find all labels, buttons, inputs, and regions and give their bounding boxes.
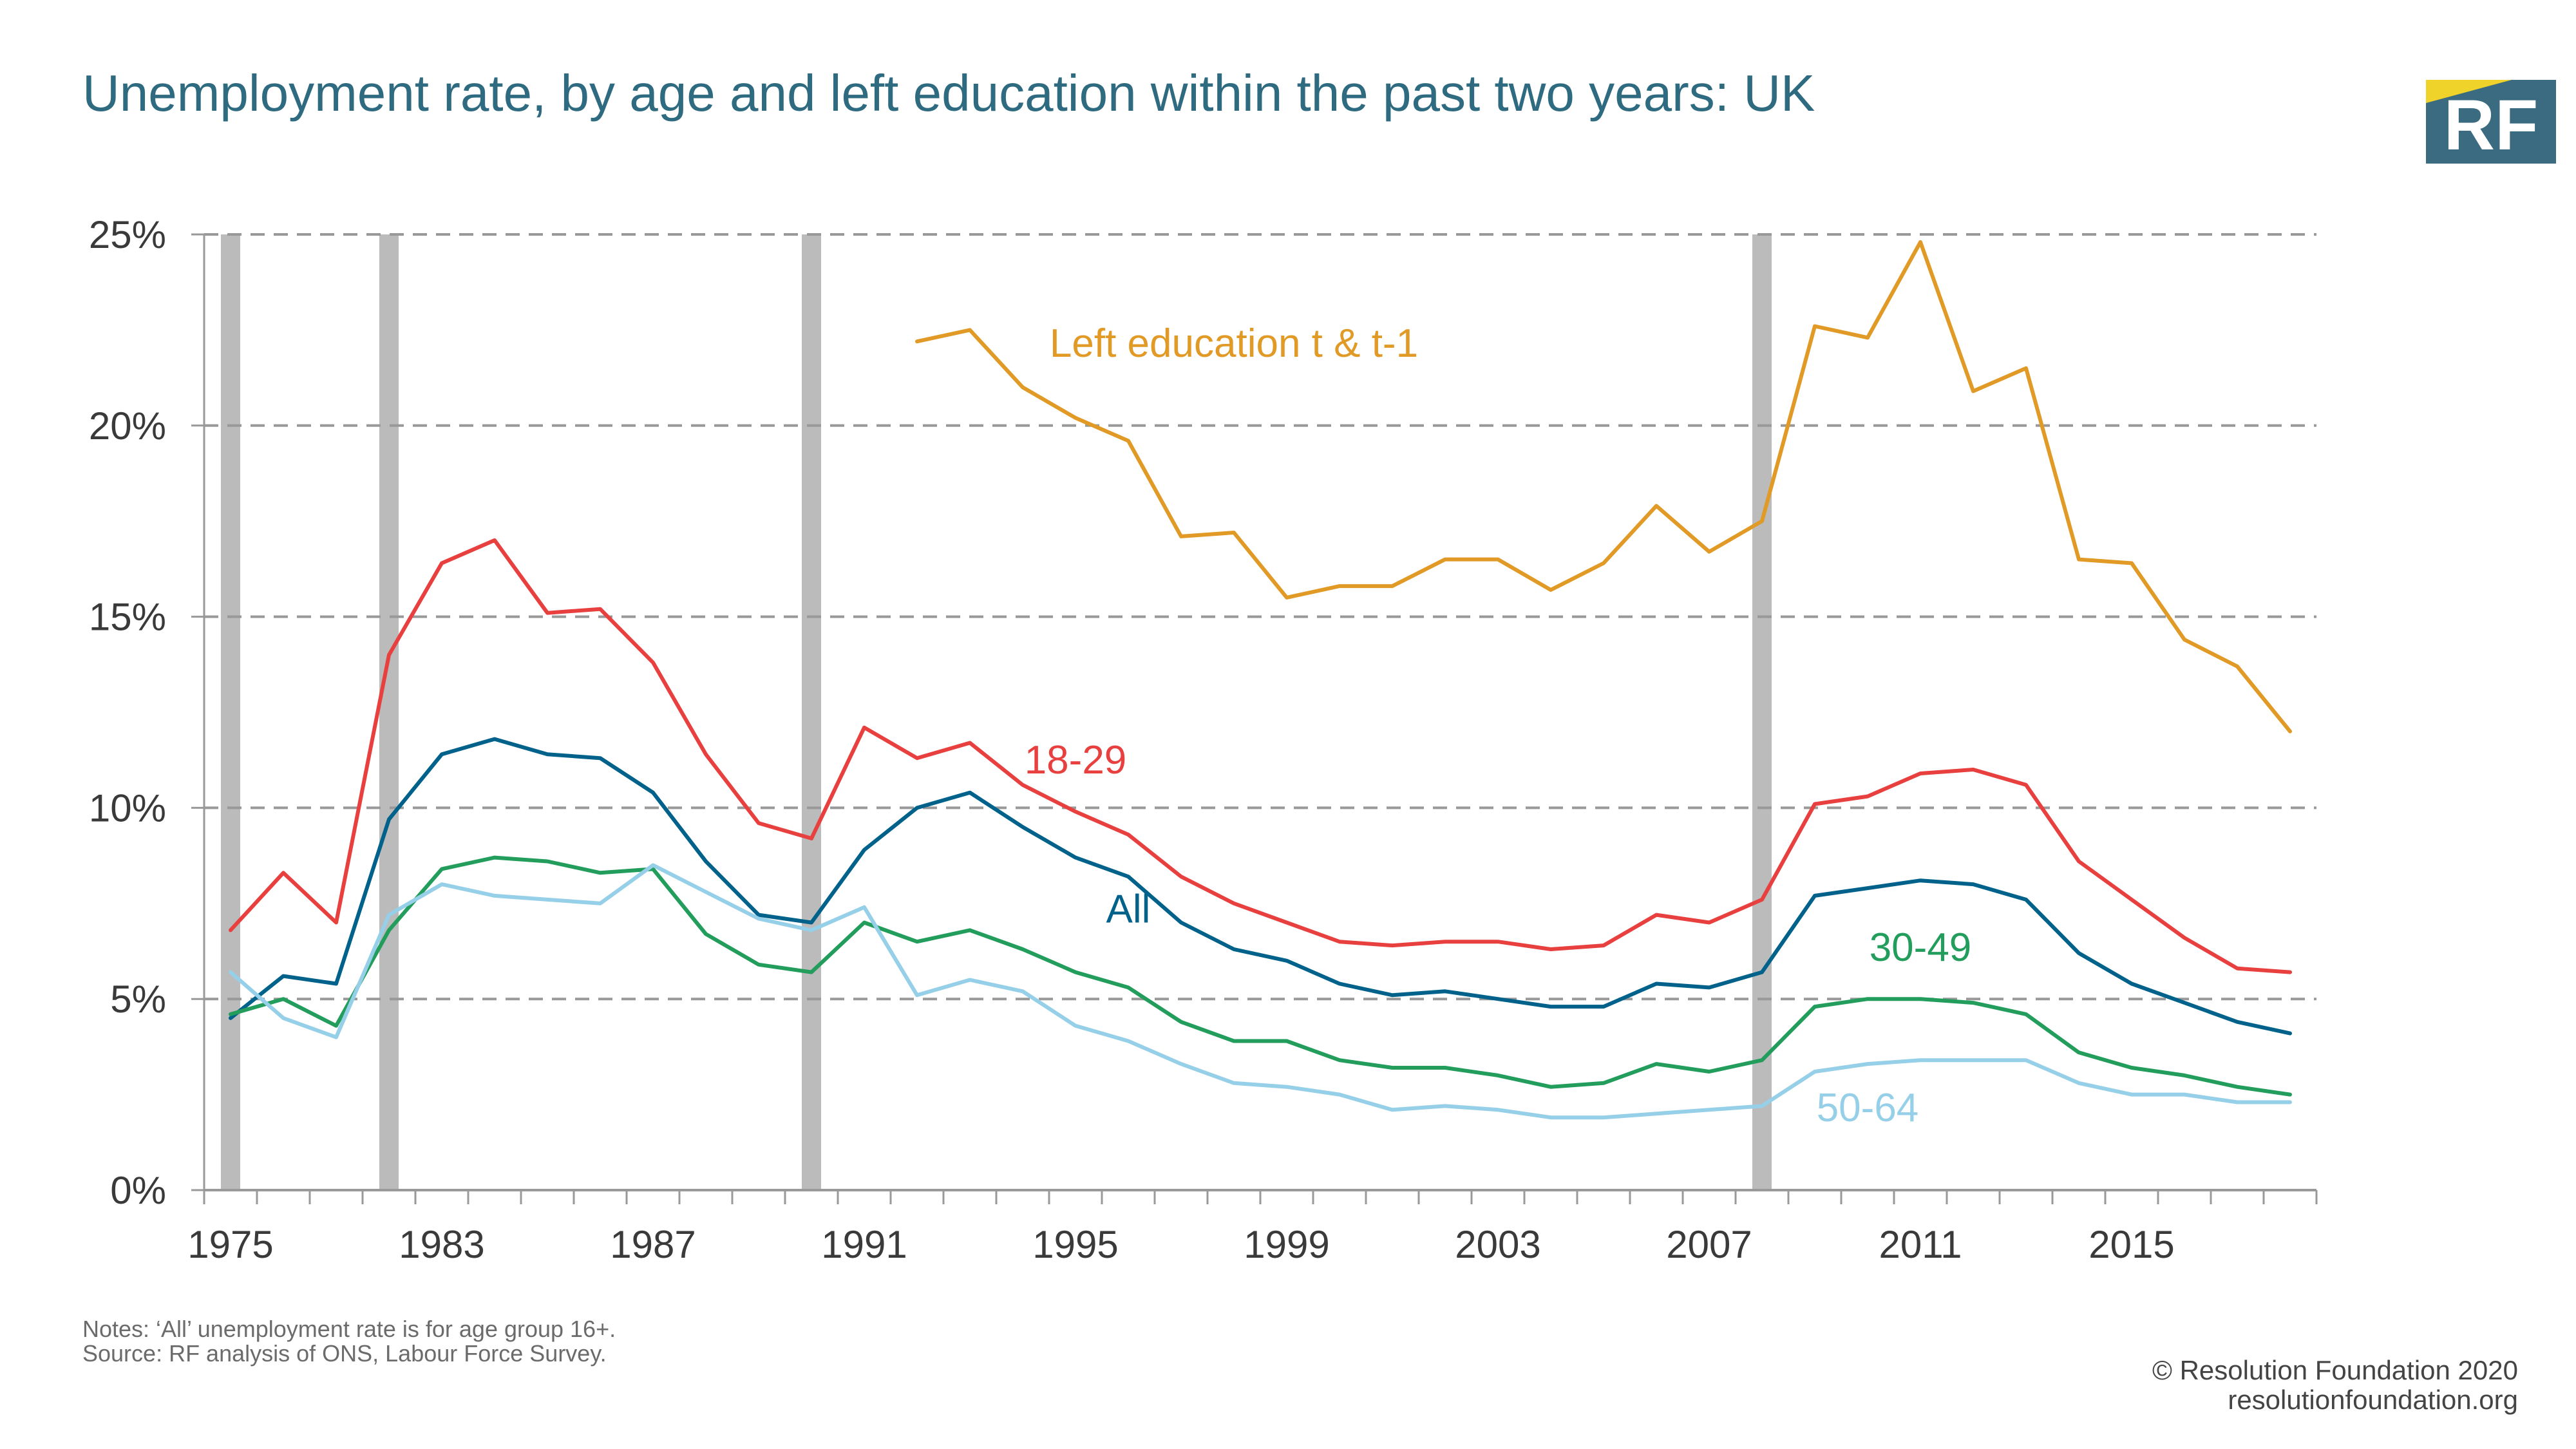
- x-tick-label: 1991: [821, 1223, 907, 1266]
- recession-bar: [802, 234, 821, 1190]
- series-lines: [229, 240, 2292, 1120]
- y-tick-label: 0%: [110, 1169, 166, 1212]
- website-link[interactable]: resolutionfoundation.org: [2228, 1385, 2518, 1415]
- y-tick-label: 20%: [89, 404, 166, 448]
- series-labels: Left education t & t-1 18-29 All 30-49 50-64: [1025, 321, 1972, 1130]
- series-line-50-64: [229, 863, 2292, 1120]
- x-tick-label: 1987: [610, 1223, 696, 1266]
- series-label-18-29: 18-29: [1025, 738, 1127, 782]
- series-label-50-64: 50-64: [1817, 1086, 1919, 1130]
- rf-logo-text: RF: [2444, 86, 2539, 165]
- x-tick-label: 2003: [1455, 1223, 1540, 1266]
- copyright-text: © Resolution Foundation 2020: [2152, 1355, 2518, 1385]
- source-text: Source: RF analysis of ONS, Labour Force…: [82, 1340, 607, 1367]
- x-tick-label: 1983: [399, 1223, 484, 1266]
- gridlines: [191, 233, 2316, 1191]
- notes-text: Notes: ‘All’ unemployment rate is for ag…: [82, 1316, 616, 1342]
- series-line-left-education-t-t-1: [915, 240, 2292, 734]
- series-label-left-education-t-t-1: Left education t & t-1: [1050, 321, 1418, 366]
- series-label-30-49: 30-49: [1870, 925, 1972, 970]
- series-line-30-49: [229, 855, 2292, 1097]
- x-tick-label: 2011: [1879, 1223, 1962, 1266]
- rf-logo: RF: [2426, 80, 2556, 165]
- x-tick-label: 1999: [1244, 1223, 1329, 1266]
- x-tick-label: 2007: [1666, 1223, 1752, 1266]
- y-tick-label: 10%: [89, 786, 166, 829]
- y-tick-label: 15%: [89, 596, 166, 639]
- recession-bar: [379, 234, 399, 1190]
- series-label-all: All: [1106, 887, 1151, 931]
- x-tick-label: 2015: [2088, 1223, 2174, 1266]
- recession-bars: [221, 234, 1772, 1190]
- y-tick-labels: 0% 5% 10% 15% 20% 25%: [89, 213, 166, 1212]
- y-tick-label: 5%: [110, 978, 166, 1021]
- recession-bar: [1752, 234, 1772, 1190]
- x-tick-labels: 1975 1983 1987 1991 1995 1999 2003 2007 2011 2015: [187, 1190, 2318, 1266]
- rf-logo-accent: [2426, 80, 2512, 103]
- series-line-18-29: [229, 538, 2292, 974]
- x-tick-label: 1995: [1032, 1223, 1118, 1266]
- recession-bar: [221, 234, 240, 1190]
- series-line-all: [229, 737, 2292, 1036]
- y-tick-label: 25%: [89, 213, 166, 256]
- x-tick-label: 1975: [187, 1223, 273, 1266]
- chart-title: Unemployment rate, by age and left educa…: [82, 64, 1815, 122]
